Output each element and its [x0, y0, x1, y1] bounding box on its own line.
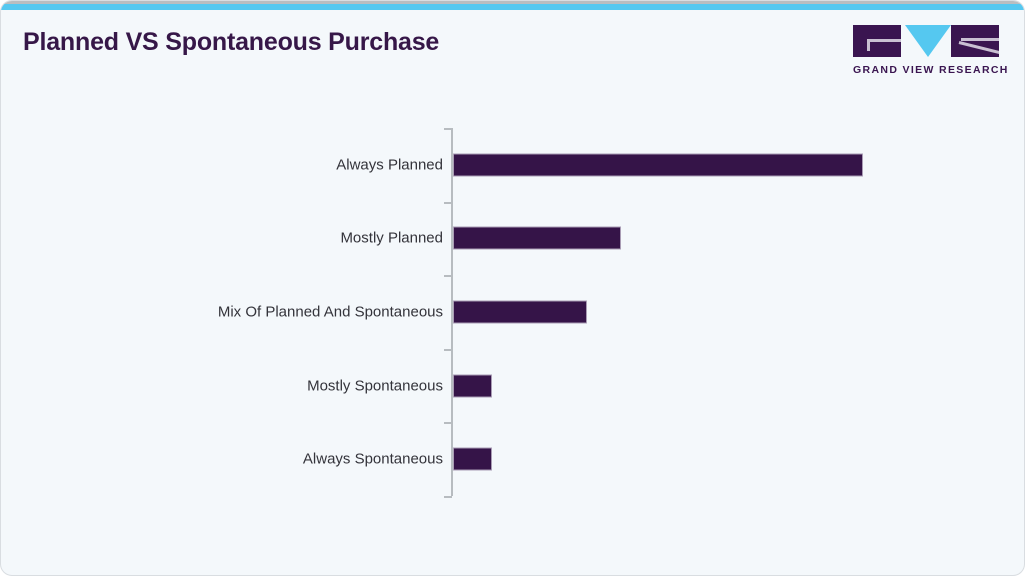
bar[interactable]: [453, 374, 492, 398]
y-axis-tick: [444, 348, 452, 351]
y-axis-tick: [444, 201, 452, 204]
bar[interactable]: [453, 153, 863, 177]
bar-row: Mostly Planned: [1, 202, 1024, 276]
bar-row: Always Planned: [1, 128, 1024, 202]
bar-row: Always Spontaneous: [1, 422, 1024, 496]
y-axis-tick: [444, 275, 452, 278]
logo-g-stem: [867, 39, 870, 51]
top-accent-bar: [1, 4, 1024, 10]
category-label: Always Planned: [336, 156, 443, 174]
bar-row: Mostly Spontaneous: [1, 349, 1024, 423]
category-label: Mostly Planned: [340, 229, 443, 247]
logo-letter-r-icon: [951, 25, 999, 57]
logo-mark: [853, 25, 1003, 57]
logo-g-bar: [867, 39, 901, 42]
bar[interactable]: [453, 300, 588, 324]
category-label: Always Spontaneous: [302, 450, 443, 468]
top-grey-strip: [1, 1, 1024, 4]
category-label: Mix Of Planned And Spontaneous: [217, 303, 443, 321]
y-axis-tick: [444, 496, 452, 498]
logo-letter-g-icon: [853, 25, 901, 57]
bar-row: Mix Of Planned And Spontaneous: [1, 275, 1024, 349]
y-axis-tick: [444, 422, 452, 425]
logo-letter-v-triangle-icon: [905, 25, 951, 57]
bar[interactable]: [453, 226, 622, 250]
logo-text: GRAND VIEW RESEARCH: [853, 64, 1009, 76]
y-axis-spine: [451, 128, 453, 496]
category-label: Mostly Spontaneous: [307, 377, 443, 395]
brand-logo: GRAND VIEW RESEARCH: [853, 25, 1009, 76]
chart-title: Planned VS Spontaneous Purchase: [23, 28, 440, 56]
logo-r-bar: [961, 38, 999, 41]
y-axis-tick: [444, 128, 452, 130]
bar[interactable]: [453, 447, 492, 471]
